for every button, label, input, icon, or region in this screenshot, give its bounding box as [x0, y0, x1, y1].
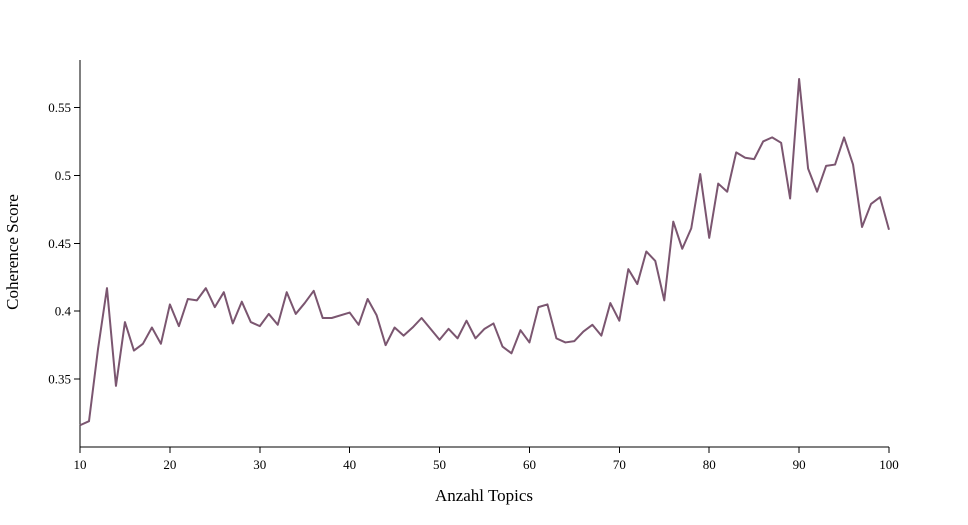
x-axis: 10 20 30 40 50 60 70 80 90 100: [74, 446, 899, 472]
x-tick-label: 90: [793, 457, 806, 472]
x-tick-label: 10: [74, 457, 87, 472]
y-tick-label: 0.4: [55, 304, 72, 319]
x-tick-label: 70: [613, 457, 626, 472]
y-tick-label: 0.35: [48, 372, 71, 387]
x-tick-label: 20: [163, 457, 176, 472]
coherence-score-line: [79, 78, 890, 427]
x-tick-label: 60: [523, 457, 536, 472]
y-axis-title: Coherence Score: [3, 194, 22, 310]
y-tick-label: 0.45: [48, 236, 71, 251]
x-tick-label: 100: [879, 457, 899, 472]
y-tick-label: 0.5: [55, 168, 71, 183]
x-tick-label: 80: [703, 457, 716, 472]
x-tick-label: 50: [433, 457, 446, 472]
y-tick-label: 0.55: [48, 100, 71, 115]
x-axis-title: Anzahl Topics: [435, 486, 533, 505]
x-tick-label: 40: [343, 457, 356, 472]
x-tick-label: 30: [253, 457, 266, 472]
y-axis: 0.35 0.4 0.45 0.5 0.55: [48, 60, 81, 447]
